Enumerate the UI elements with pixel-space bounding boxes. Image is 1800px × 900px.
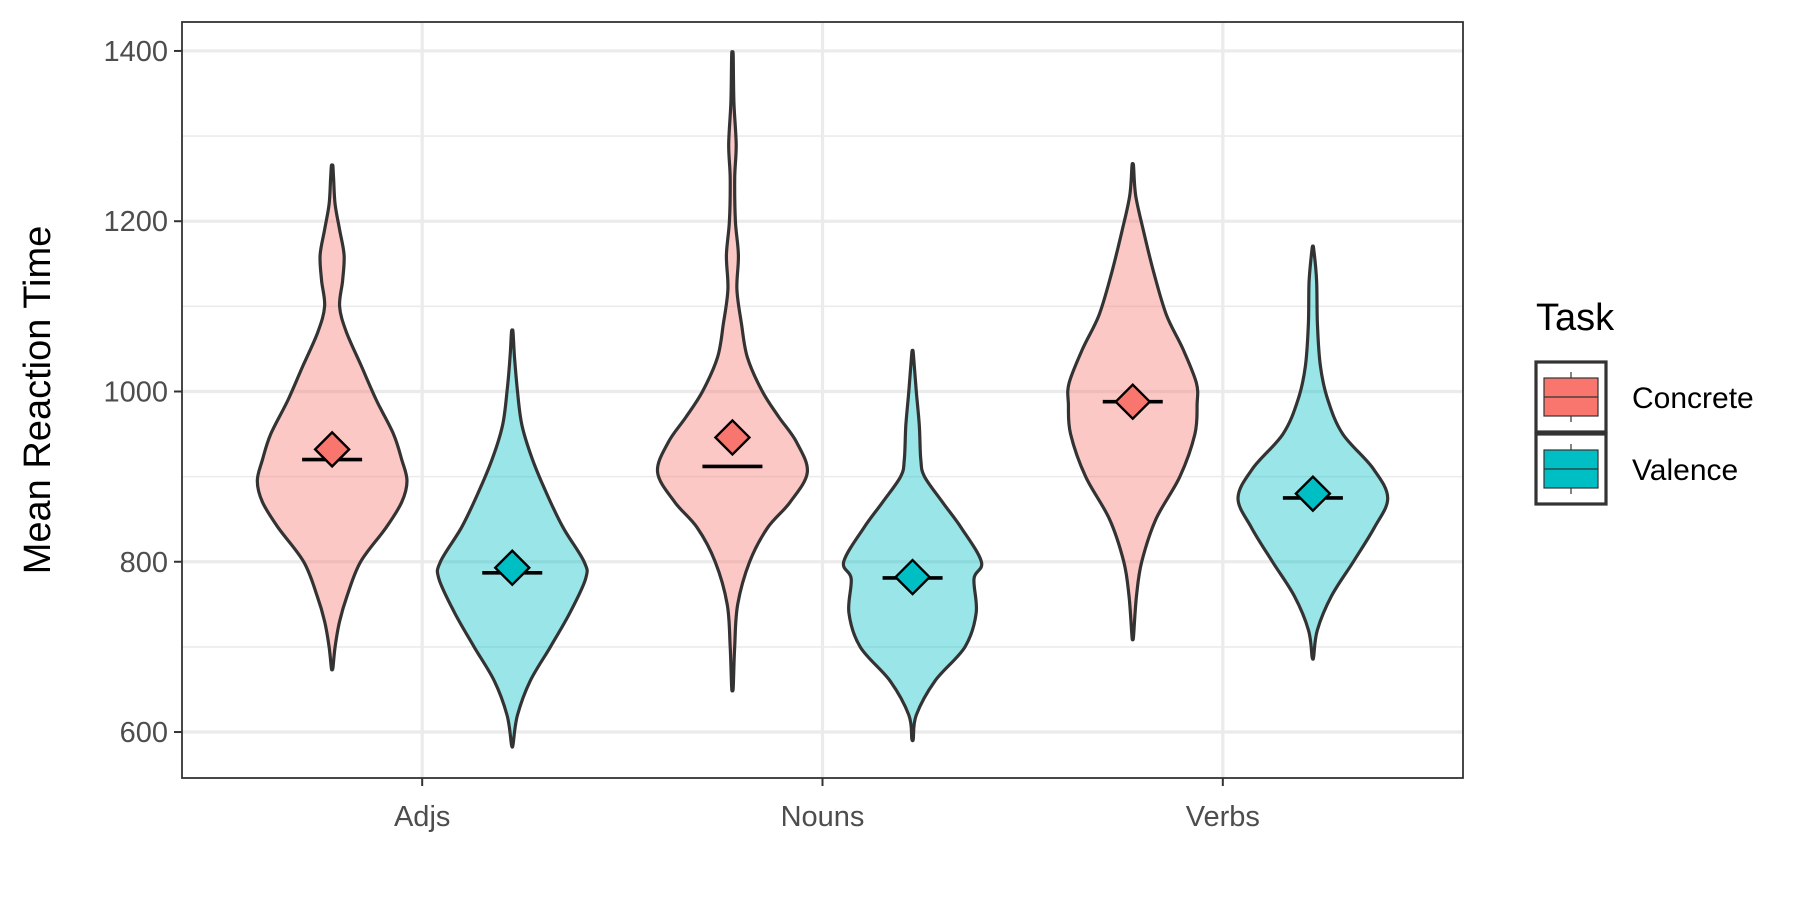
grid-layer	[182, 22, 1463, 778]
mean-marker-concrete-nouns	[713, 418, 752, 457]
mean-marker-valence-verbs	[1294, 474, 1332, 513]
x-tick-label: Verbs	[1186, 801, 1260, 833]
mean-marker-valence-nouns	[893, 558, 932, 596]
legend-title: Task	[1536, 297, 1615, 339]
violin-valence-verbs	[1236, 244, 1390, 661]
y-tick-label: 1200	[103, 206, 168, 238]
axis-layer: Mean Reaction Time 600 800 1000 1200 1400 Adj…	[17, 21, 1464, 833]
violin-concrete-adjs	[255, 163, 409, 672]
y-tick-label: 1000	[103, 376, 168, 408]
x-tick-label: Nouns	[781, 801, 865, 833]
violin-valence-adjs	[435, 328, 589, 749]
mean-marker-concrete-verbs	[1114, 383, 1152, 421]
y-tick-label: 800	[120, 547, 168, 579]
legend-label-valence: Valence	[1632, 454, 1738, 487]
y-tick-label: 1400	[103, 36, 168, 68]
violin-concrete-nouns	[655, 50, 809, 693]
violin-layer	[255, 50, 1390, 749]
legend: Task Concrete Valence	[1534, 297, 1754, 506]
mean-marker-valence-adjs	[493, 549, 531, 587]
violin-valence-nouns	[841, 348, 984, 743]
x-tick-label: Adjs	[394, 801, 450, 833]
y-tick-label: 600	[120, 717, 168, 749]
legend-label-concrete: Concrete	[1632, 382, 1754, 415]
mean-marker-concrete-adjs	[313, 430, 351, 469]
y-axis-title: Mean Reaction Time	[17, 226, 59, 575]
